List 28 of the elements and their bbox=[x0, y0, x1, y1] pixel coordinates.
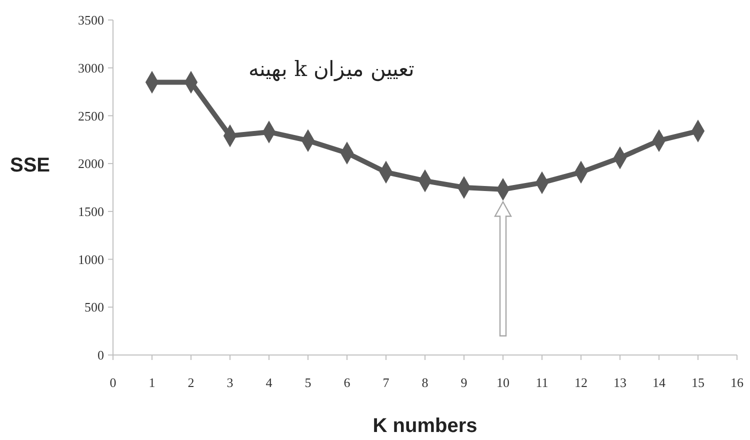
x-tick-label: 4 bbox=[266, 375, 273, 390]
x-tick-label: 5 bbox=[304, 375, 312, 390]
y-tick-label: 3500 bbox=[78, 12, 104, 28]
y-tick-label: 2500 bbox=[78, 108, 104, 124]
x-tick-label: 8 bbox=[422, 375, 428, 390]
y-tick-label: 1500 bbox=[78, 204, 104, 219]
y-tick-label: 1000 bbox=[78, 252, 104, 267]
x-tick-label: 9 bbox=[460, 375, 468, 390]
x-tick-label: 10 bbox=[496, 375, 510, 390]
y-axis-title: SSE bbox=[10, 154, 50, 177]
x-axis-title: K numbers bbox=[372, 415, 478, 437]
x-tick-label: 16 bbox=[730, 375, 744, 390]
x-tick-label: 7 bbox=[382, 375, 390, 390]
x-tick-label: 2 bbox=[188, 375, 194, 390]
x-tick-label: 14 bbox=[652, 375, 666, 390]
text: تعیین میزان k بهینه bbox=[248, 57, 414, 82]
x-tick-label: 6 bbox=[344, 375, 351, 390]
y-tick-label: 0 bbox=[98, 348, 104, 363]
x-tick-label: 15 bbox=[692, 375, 704, 390]
x-tick-label: 12 bbox=[574, 375, 588, 390]
x-tick-label: 1 bbox=[148, 375, 156, 390]
x-tick-label: 0 bbox=[110, 375, 116, 390]
x-tick-label: 3 bbox=[226, 375, 234, 390]
y-tick-label: 2000 bbox=[78, 156, 104, 172]
x-tick-label: 11 bbox=[536, 375, 548, 390]
y-tick-label: 3000 bbox=[78, 60, 104, 76]
y-tick-label: 500 bbox=[84, 300, 104, 315]
x-tick-label: 13 bbox=[614, 375, 626, 390]
